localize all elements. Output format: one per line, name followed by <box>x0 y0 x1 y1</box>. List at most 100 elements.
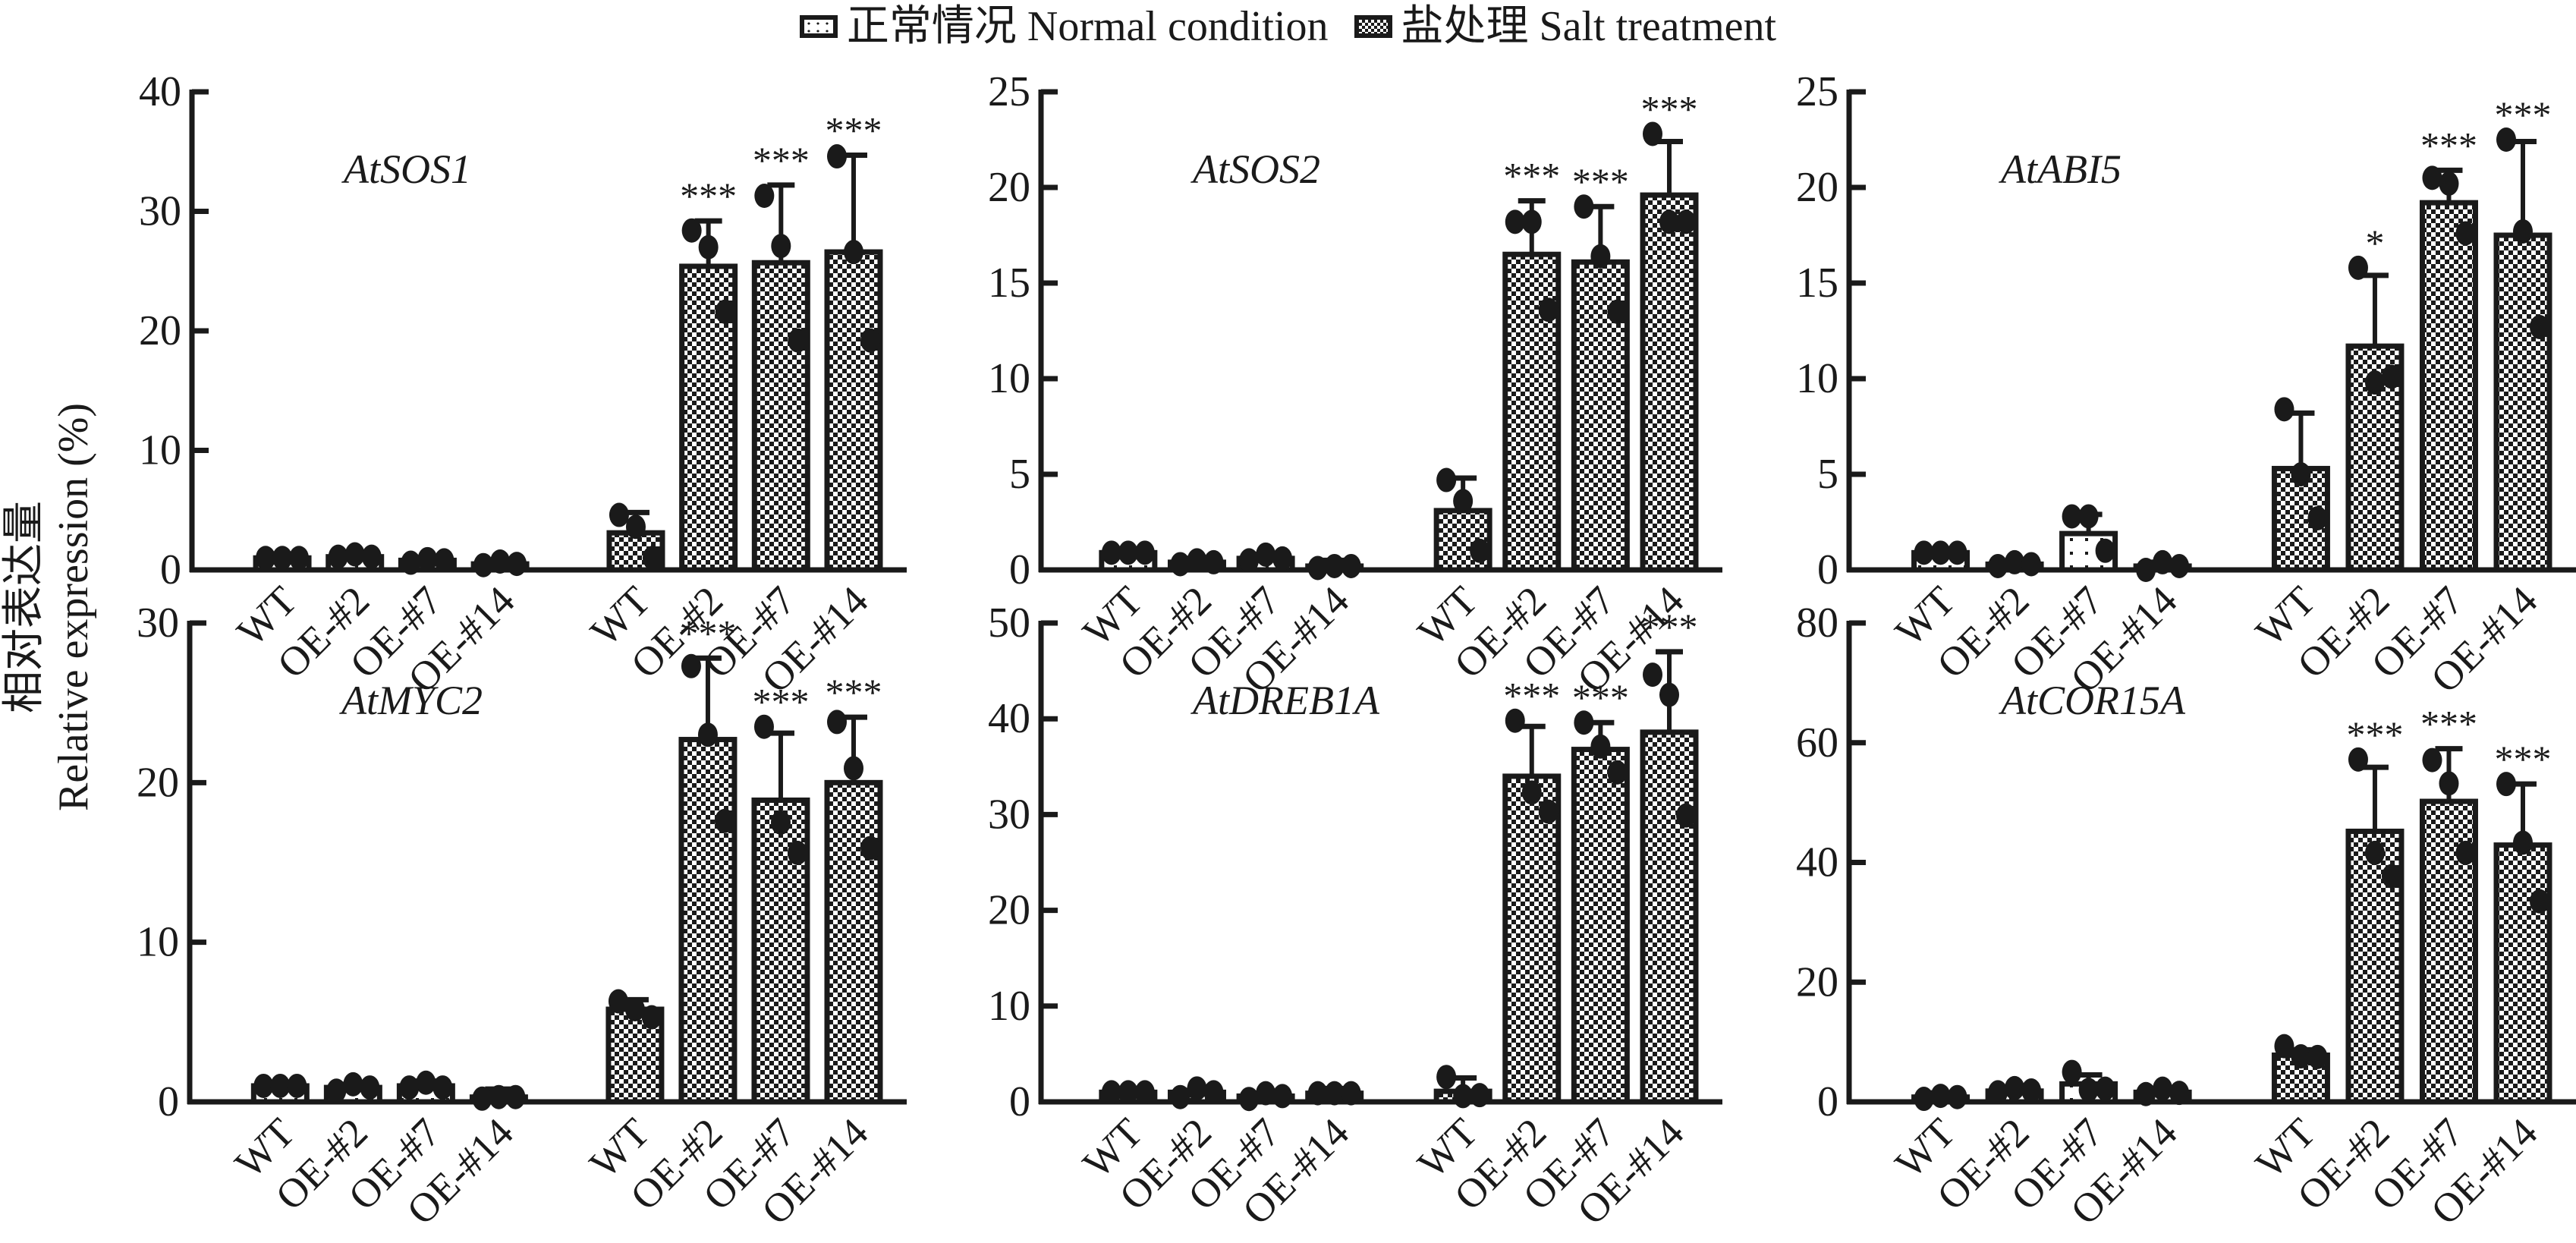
bar <box>824 779 883 1105</box>
legend-label-normal: 正常情况 Normal condition <box>846 3 1329 50</box>
bar-group-salt-wt <box>606 502 665 573</box>
data-point <box>2348 255 2368 280</box>
gene-label: AtSOS1 <box>341 146 471 192</box>
data-point <box>1470 1083 1490 1108</box>
data-point <box>1203 549 1224 574</box>
data-point <box>2455 840 2476 865</box>
significance-marker: *** <box>2346 713 2403 756</box>
bar-group-salt-wt <box>1433 467 1492 573</box>
significance-marker: *** <box>752 681 809 723</box>
data-point <box>253 1073 274 1098</box>
data-point <box>860 328 880 353</box>
bar-group-salt-wt <box>2271 397 2330 573</box>
significance-marker: *** <box>753 139 810 181</box>
data-point <box>2513 219 2533 244</box>
data-point <box>1272 1084 1293 1109</box>
data-point <box>715 299 735 324</box>
data-point <box>770 810 791 835</box>
data-point <box>326 1078 347 1103</box>
data-point <box>1436 1065 1457 1090</box>
data-point <box>1436 467 1457 492</box>
y-tick-label: 10 <box>988 983 1030 1030</box>
y-tick-label: 0 <box>1817 1078 1838 1125</box>
significance-marker: *** <box>2495 738 2552 780</box>
data-point <box>2274 1034 2294 1059</box>
bar <box>1502 251 1562 573</box>
data-point <box>1947 1084 1967 1109</box>
bar-group-normal-oe-2 <box>326 542 385 573</box>
gene-label: AtSOS2 <box>1190 146 1320 192</box>
legend-swatch-normal <box>799 15 838 38</box>
y-tick-label: 40 <box>1796 839 1838 886</box>
bar-group-normal-oe-14 <box>1305 1081 1364 1106</box>
data-point <box>1643 662 1662 688</box>
data-point <box>1930 1084 1951 1109</box>
bar-group-salt-oe-2: *** <box>1502 675 1562 1105</box>
data-point <box>2530 314 2549 339</box>
data-point <box>2364 370 2385 395</box>
legend: 正常情况 Normal condition 盐处理 Salt treatment <box>0 0 2576 53</box>
data-point <box>1590 244 1611 269</box>
bar-group-normal-oe-7 <box>396 1070 455 1105</box>
data-point <box>1659 682 1679 707</box>
y-tick-label: 0 <box>158 1078 179 1125</box>
data-point <box>1118 540 1138 565</box>
data-point <box>1341 1081 1361 1106</box>
bar-group-salt-oe-14: *** <box>824 109 883 573</box>
bar-group-normal-wt <box>1099 1080 1158 1105</box>
bar-group-salt-oe-2: *** <box>1502 155 1562 573</box>
data-point <box>1676 209 1696 234</box>
data-point <box>434 548 454 573</box>
data-point <box>624 997 645 1022</box>
bar-group-normal-wt <box>1911 540 1971 573</box>
data-point <box>2021 1078 2042 1103</box>
y-tick-label: 30 <box>988 791 1030 838</box>
significance-marker: *** <box>2420 703 2477 745</box>
data-point <box>1203 1080 1224 1105</box>
data-point <box>1659 209 1679 234</box>
y-axis-title-en: Relative expression (%) <box>50 403 97 811</box>
data-point <box>2364 840 2385 865</box>
data-point <box>343 1071 363 1097</box>
data-point <box>1607 760 1628 785</box>
significance-marker: *** <box>826 109 882 151</box>
data-point <box>714 808 734 833</box>
data-point <box>827 144 847 169</box>
bar-group-salt-oe-7: *** <box>1571 160 1630 573</box>
bar-group-normal-wt <box>253 546 312 573</box>
data-point <box>2021 552 2042 577</box>
data-point <box>609 502 629 527</box>
data-point <box>2439 171 2459 196</box>
data-point <box>256 546 276 571</box>
data-point <box>787 840 807 865</box>
bar <box>1640 192 1699 573</box>
data-point <box>681 653 701 678</box>
data-point <box>2153 549 2173 574</box>
data-point <box>489 1084 509 1109</box>
bar <box>2493 842 2552 1105</box>
y-tick-label: 10 <box>137 919 179 966</box>
bar-group-salt-oe-2: *** <box>678 612 738 1105</box>
data-point <box>2062 504 2082 529</box>
data-point <box>1324 1081 1345 1106</box>
data-point <box>1676 803 1696 828</box>
data-point <box>328 544 348 569</box>
bar-group-salt-oe-14: *** <box>1640 87 1699 573</box>
y-tick-label: 10 <box>1796 355 1838 402</box>
bar <box>824 249 883 573</box>
data-point <box>473 552 494 577</box>
y-tick-label: 0 <box>160 546 181 593</box>
data-point <box>287 1073 307 1098</box>
data-point <box>2078 504 2099 529</box>
y-tick-label: 20 <box>139 307 181 354</box>
bar-group-normal-oe-14 <box>2133 1076 2192 1106</box>
data-point <box>2381 364 2401 389</box>
data-point <box>1607 299 1628 324</box>
bar <box>1640 729 1699 1105</box>
data-point <box>2496 772 2516 797</box>
bar-group-normal-oe-2 <box>1985 549 2044 578</box>
bar <box>1502 773 1562 1105</box>
data-point <box>432 1075 453 1100</box>
bar-group-normal-wt <box>1099 540 1158 573</box>
